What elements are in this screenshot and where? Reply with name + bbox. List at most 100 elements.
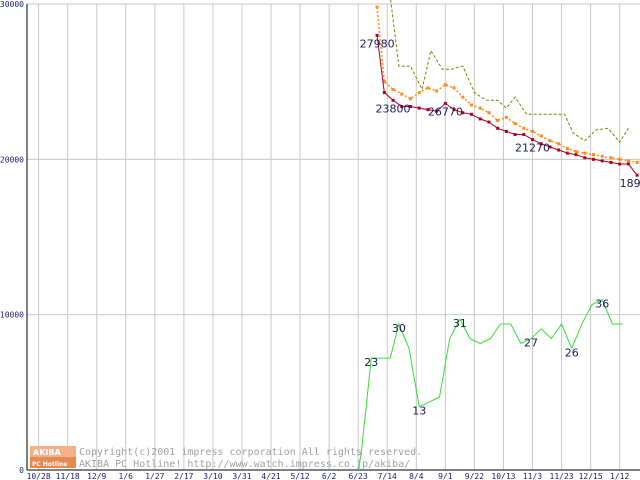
point-marker-average <box>375 5 379 9</box>
point-marker-average <box>461 95 465 99</box>
point-marker-low <box>592 157 596 161</box>
point-marker-average <box>487 111 491 115</box>
data-label: 23800 <box>376 102 411 115</box>
point-marker-low <box>618 162 622 166</box>
point-marker-low <box>408 105 412 109</box>
series-group <box>357 0 639 471</box>
x-tick-labels: 10/28 11/18 12/9 1/6 1/27 2/17 3/10 3/31 4/21 5/1… <box>27 472 630 480</box>
x-tick-label: 11/23 <box>550 472 574 480</box>
x-tick-label: 9/1 <box>438 472 453 480</box>
data-label: 21270 <box>515 142 550 155</box>
x-tick-label: 6/2 <box>322 472 337 480</box>
point-marker-low <box>504 129 508 133</box>
x-tick-label: 10/28 <box>27 472 51 480</box>
point-marker-low <box>609 160 613 164</box>
x-tick-label: 8/4 <box>409 472 424 480</box>
point-marker-low <box>375 33 379 37</box>
point-marker-low <box>600 159 604 163</box>
y-tick-labels: 0 10000 20000 30000 <box>0 0 24 475</box>
data-label: 27 <box>524 337 538 350</box>
series-line-shops <box>357 299 623 471</box>
point-marker-low <box>531 138 535 142</box>
x-tick-label: 4/21 <box>261 472 280 480</box>
y-tick-label: 10000 <box>0 311 24 320</box>
x-tick-label: 1/6 <box>119 472 134 480</box>
point-marker-low <box>548 145 552 149</box>
point-marker-average <box>635 160 639 164</box>
point-marker-average <box>583 151 587 155</box>
y-tick-label: 30000 <box>0 0 24 9</box>
point-marker-average <box>522 126 526 130</box>
point-marker-average <box>592 153 596 157</box>
point-marker-low <box>469 112 473 116</box>
point-marker-average <box>435 89 439 93</box>
point-marker-average <box>478 106 482 110</box>
x-tick-label: 11/18 <box>56 472 80 480</box>
data-label: 13 <box>412 405 426 418</box>
data-label: 36 <box>595 298 609 311</box>
value-labels: 27980 23800 26770 21270 18980 23 30 13 31 27 26 36 <box>360 37 640 417</box>
point-marker-low <box>417 106 421 110</box>
point-marker-low <box>426 108 430 112</box>
point-marker-low <box>513 132 517 136</box>
point-marker-average <box>443 83 447 87</box>
point-marker-average <box>557 142 561 146</box>
point-marker-low <box>626 162 630 166</box>
y-tick-label: 0 <box>19 466 24 475</box>
point-marker-low <box>539 142 543 146</box>
series-line-high <box>390 0 629 144</box>
x-tick-label: 12/9 <box>87 472 106 480</box>
point-marker-low <box>583 156 587 160</box>
point-marker-average <box>565 146 569 150</box>
point-marker-low <box>400 105 404 109</box>
x-tick-label: 1/12 <box>610 472 629 480</box>
point-marker-average <box>574 150 578 154</box>
point-marker-low <box>496 126 500 130</box>
x-tick-label: 6/23 <box>349 472 368 480</box>
data-label: 30 <box>392 322 406 335</box>
point-marker-average <box>426 86 430 90</box>
point-marker-low <box>574 153 578 157</box>
point-marker-low <box>478 117 482 121</box>
point-marker-low <box>635 173 639 177</box>
data-label: 27980 <box>360 37 395 50</box>
point-marker-low <box>522 132 526 136</box>
point-marker-low <box>435 109 439 113</box>
point-marker-average <box>548 139 552 143</box>
point-marker-low <box>382 91 386 95</box>
point-marker-average <box>531 129 535 133</box>
point-marker-average <box>382 80 386 84</box>
point-marker-average <box>391 87 395 91</box>
x-tick-label: 7/14 <box>378 472 397 480</box>
point-marker-average <box>469 103 473 107</box>
point-marker-average <box>504 115 508 119</box>
point-marker-average <box>417 91 421 95</box>
copyright-line2: AKIBA PC Hotline! http://www.watch.impre… <box>79 459 410 470</box>
point-marker-low <box>452 108 456 112</box>
point-marker-average <box>618 157 622 161</box>
axes <box>26 4 640 471</box>
x-tick-label: 9/22 <box>465 472 484 480</box>
x-tick-label: 11/3 <box>523 472 542 480</box>
x-tick-label: 5/12 <box>290 472 309 480</box>
point-marker-low <box>461 111 465 115</box>
x-tick-label: 3/31 <box>232 472 251 480</box>
point-marker-low <box>487 120 491 124</box>
logo-top-text: AKIBA <box>33 448 61 457</box>
point-marker-average <box>400 92 404 96</box>
y-tick-label: 20000 <box>0 155 24 164</box>
data-label: 31 <box>453 317 467 330</box>
point-marker-average <box>408 97 412 101</box>
x-tick-label: 12/15 <box>579 472 603 480</box>
data-label: 26770 <box>428 105 463 118</box>
copyright-line1: Copyright(c)2001 impress corporation All… <box>79 447 422 458</box>
x-tick-label: 1/27 <box>145 472 164 480</box>
point-marker-average <box>496 119 500 122</box>
data-label: 26 <box>565 346 579 359</box>
point-marker-low <box>443 101 447 105</box>
point-marker-low <box>557 148 561 152</box>
x-tick-label: 10/13 <box>491 472 515 480</box>
point-marker-average <box>452 86 456 90</box>
point-marker-average <box>626 159 630 163</box>
